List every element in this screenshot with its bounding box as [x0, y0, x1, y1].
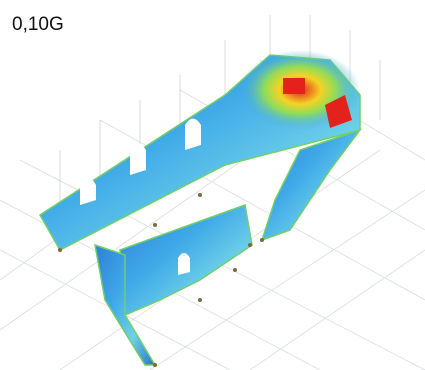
opening	[178, 253, 190, 275]
fem-model	[0, 0, 425, 370]
page: 0,10G (() => { const data = JSON.parse(d…	[0, 0, 425, 370]
load-label: 0,10G	[12, 14, 64, 36]
stress-peak	[283, 78, 305, 94]
